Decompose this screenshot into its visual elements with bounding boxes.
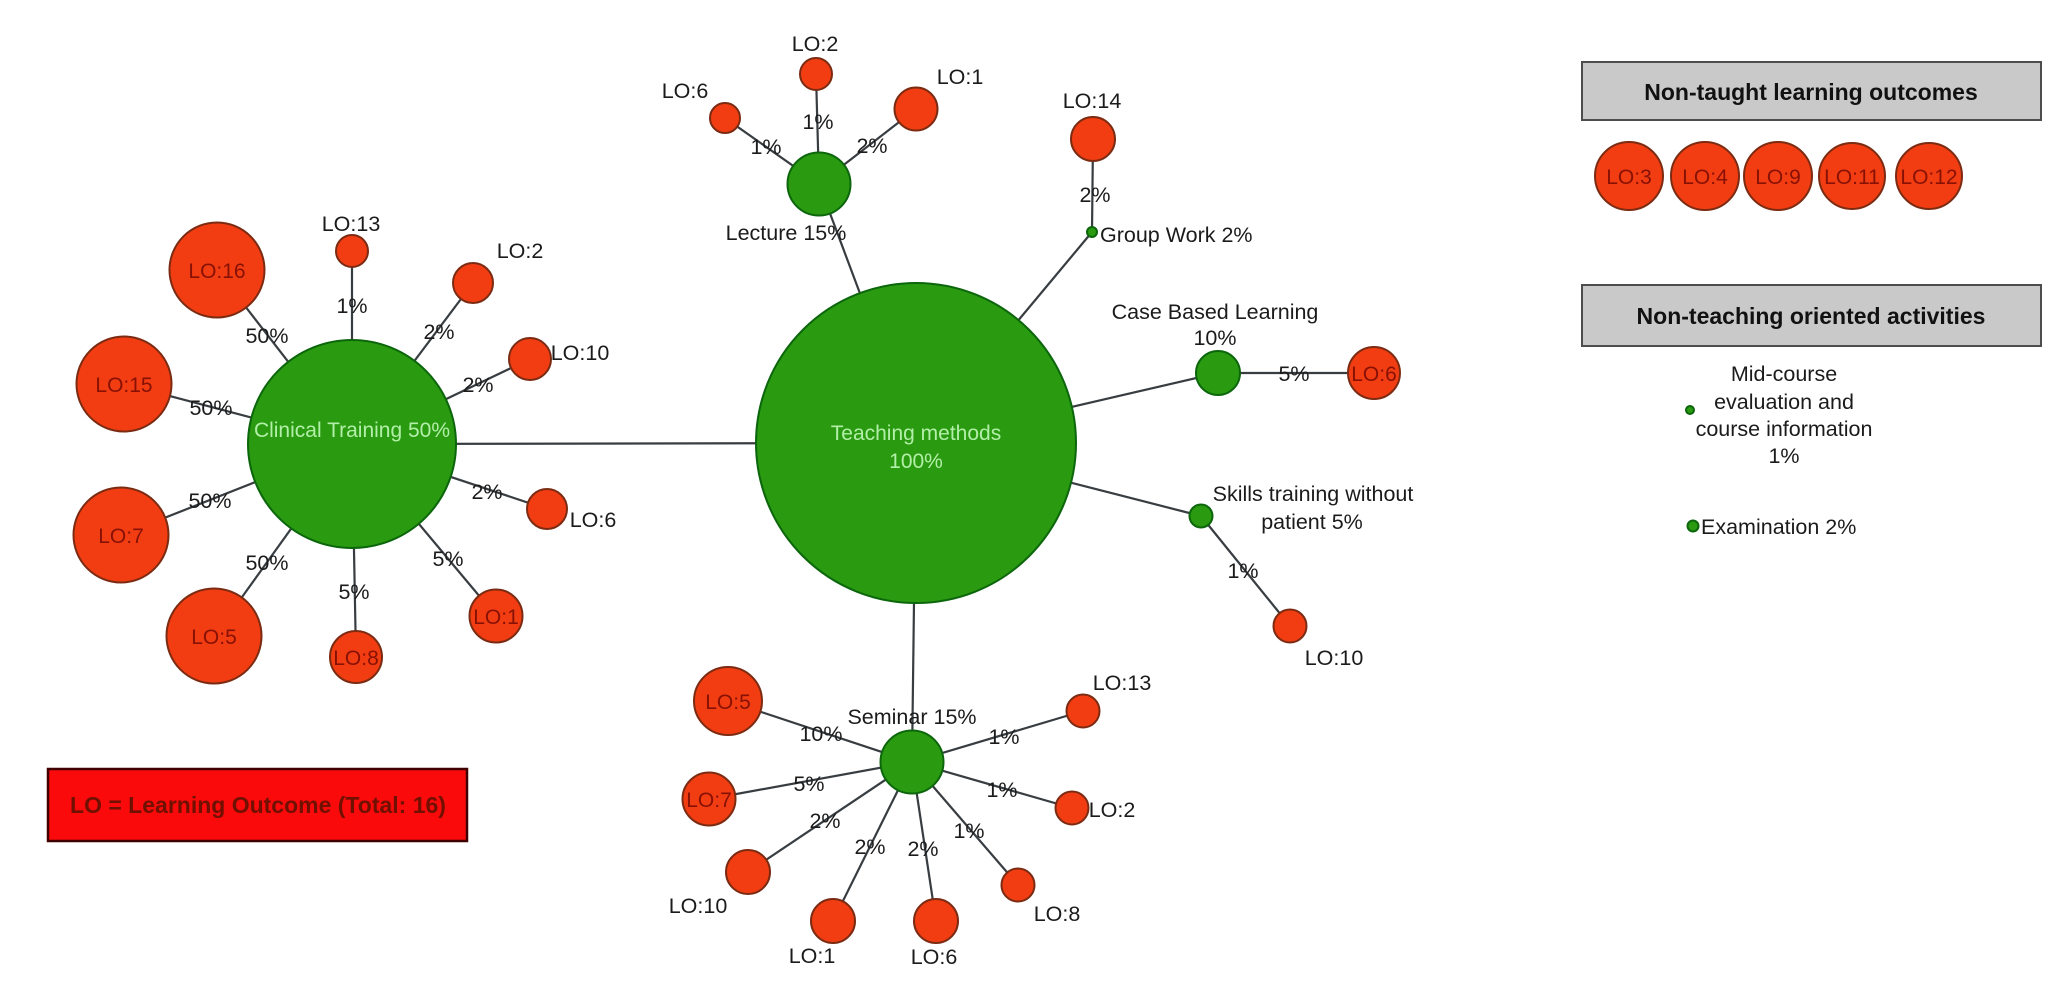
svg-text:Group Work 2%: Group Work 2% [1100, 223, 1253, 247]
svg-text:LO:14: LO:14 [1063, 89, 1122, 113]
svg-text:Skills training without: Skills training without [1213, 482, 1414, 506]
svg-text:LO:6: LO:6 [911, 945, 958, 969]
svg-text:1%: 1% [1227, 559, 1258, 583]
svg-text:1%: 1% [988, 725, 1019, 749]
svg-text:patient 5%: patient 5% [1261, 510, 1363, 534]
svg-text:10%: 10% [1193, 326, 1236, 350]
svg-text:LO:2: LO:2 [792, 32, 839, 56]
svg-text:50%: 50% [188, 489, 231, 513]
svg-text:LO:8: LO:8 [333, 647, 379, 670]
svg-text:1%: 1% [802, 110, 833, 134]
svg-text:LO:6: LO:6 [662, 79, 709, 103]
svg-text:LO:7: LO:7 [98, 525, 144, 548]
svg-text:LO:1: LO:1 [473, 606, 519, 629]
svg-text:5%: 5% [1278, 362, 1309, 386]
svg-text:LO:10: LO:10 [551, 341, 610, 365]
svg-text:LO:12: LO:12 [1900, 166, 1957, 189]
svg-text:LO:1: LO:1 [789, 944, 836, 968]
svg-text:LO:2: LO:2 [497, 239, 544, 263]
svg-text:LO:9: LO:9 [1755, 166, 1801, 189]
svg-text:2%: 2% [1079, 183, 1110, 207]
svg-text:LO:10: LO:10 [1305, 646, 1364, 670]
svg-text:5%: 5% [793, 772, 824, 796]
svg-text:Examination 2%: Examination 2% [1701, 515, 1856, 539]
svg-text:LO:6: LO:6 [570, 508, 617, 532]
svg-text:Non-taught learning outcomes: Non-taught learning outcomes [1644, 79, 1978, 105]
svg-text:LO:16: LO:16 [188, 260, 245, 283]
svg-text:Lecture 15%: Lecture 15% [726, 221, 847, 245]
svg-text:Clinical Training 50%: Clinical Training 50% [254, 419, 450, 442]
svg-text:LO:8: LO:8 [1034, 902, 1081, 926]
svg-text:Teaching methods: Teaching methods [831, 422, 1001, 445]
svg-text:LO:13: LO:13 [1093, 671, 1152, 695]
svg-text:2%: 2% [854, 835, 885, 859]
svg-text:LO:11: LO:11 [1824, 166, 1880, 189]
svg-text:1%: 1% [986, 778, 1017, 802]
svg-text:LO:7: LO:7 [686, 789, 732, 812]
svg-text:LO:4: LO:4 [1682, 166, 1728, 189]
svg-text:2%: 2% [907, 837, 938, 861]
svg-text:2%: 2% [471, 480, 502, 504]
svg-text:2%: 2% [856, 134, 887, 158]
svg-text:1%: 1% [953, 819, 984, 843]
svg-text:5%: 5% [432, 547, 463, 571]
svg-text:course information: course information [1696, 417, 1873, 441]
svg-text:2%: 2% [462, 373, 493, 397]
svg-text:LO:15: LO:15 [95, 374, 152, 397]
svg-text:50%: 50% [189, 396, 232, 420]
svg-text:Case Based Learning: Case Based Learning [1112, 300, 1319, 324]
svg-text:10%: 10% [799, 722, 842, 746]
svg-text:2%: 2% [809, 809, 840, 833]
svg-text:1%: 1% [1768, 444, 1799, 468]
svg-text:LO:5: LO:5 [705, 691, 751, 714]
svg-text:LO:2: LO:2 [1089, 798, 1136, 822]
svg-text:LO:13: LO:13 [322, 212, 381, 236]
svg-text:5%: 5% [338, 580, 369, 604]
svg-text:LO:3: LO:3 [1606, 166, 1652, 189]
svg-text:100%: 100% [889, 450, 943, 473]
svg-text:Mid-course: Mid-course [1731, 362, 1837, 386]
svg-text:2%: 2% [423, 320, 454, 344]
svg-text:LO = Learning Outcome (Total:: LO = Learning Outcome (Total: 16) [70, 792, 446, 818]
svg-text:LO:10: LO:10 [669, 894, 728, 918]
svg-text:1%: 1% [336, 294, 367, 318]
svg-text:evaluation and: evaluation and [1714, 390, 1854, 414]
svg-text:50%: 50% [245, 324, 288, 348]
svg-text:50%: 50% [245, 551, 288, 575]
svg-text:1%: 1% [750, 135, 781, 159]
svg-text:LO:5: LO:5 [191, 626, 237, 649]
svg-text:Seminar 15%: Seminar 15% [847, 705, 976, 729]
svg-text:Non-teaching oriented activiti: Non-teaching oriented activities [1637, 303, 1986, 329]
svg-text:LO:6: LO:6 [1351, 363, 1397, 386]
svg-text:LO:1: LO:1 [937, 65, 984, 89]
